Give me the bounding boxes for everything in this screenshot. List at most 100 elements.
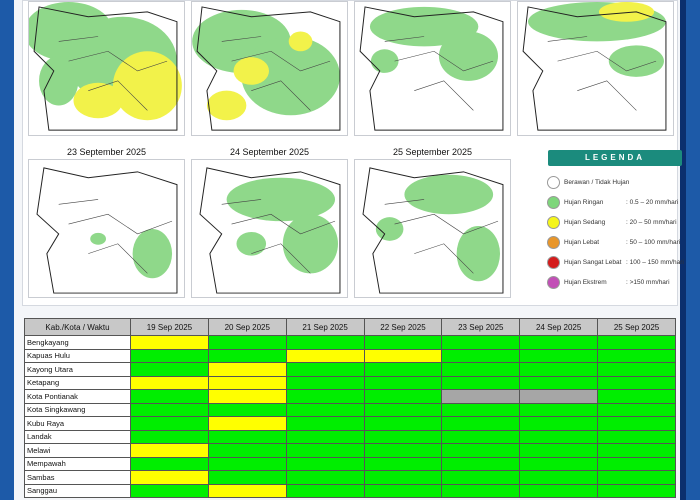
date-column-header: 25 Sep 2025 — [597, 318, 676, 336]
legend-title: LEGENDA — [548, 150, 682, 166]
forecast-status-cell — [597, 456, 676, 471]
region-name-cell: Melawi — [24, 443, 131, 458]
date-column-header: 23 Sep 2025 — [441, 318, 521, 336]
map-day-7-svg — [355, 160, 510, 297]
forecast-status-cell — [285, 335, 365, 350]
forecast-status-cell — [597, 483, 676, 498]
forecast-status-cell — [285, 483, 365, 498]
forecast-status-cell — [363, 456, 443, 471]
forecast-status-cell — [597, 389, 676, 404]
forecast-status-cell — [519, 335, 599, 350]
table-row: Sanggau — [24, 483, 676, 498]
forecast-status-cell — [519, 389, 599, 404]
forecast-status-cell — [441, 429, 521, 444]
forecast-status-cell — [597, 429, 676, 444]
region-name-cell: Ketapang — [24, 375, 131, 390]
table-row: Kayong Utara — [24, 362, 676, 377]
map-date-label: 24 September 2025 — [229, 147, 310, 157]
forecast-status-cell — [285, 348, 365, 363]
forecast-status-cell — [363, 335, 443, 350]
forecast-status-cell — [363, 348, 443, 363]
legend-item: Hujan Ekstrem: >150 mm/hari — [547, 276, 693, 290]
date-column-header: 21 Sep 2025 — [285, 318, 365, 336]
forecast-status-cell — [441, 402, 521, 417]
forecast-status-cell — [130, 416, 209, 431]
map-day-7 — [354, 159, 511, 298]
forecast-status-cell — [519, 443, 599, 458]
map-day-4 — [517, 1, 674, 136]
table-row: Sambas — [24, 470, 676, 485]
forecast-status-cell — [363, 402, 443, 417]
legend-swatch — [547, 276, 560, 289]
forecast-status-cell — [441, 362, 521, 377]
map-day-6 — [191, 159, 348, 298]
table-row: Landak — [24, 429, 676, 444]
legend-range: : 50 – 100 mm/hari — [626, 239, 681, 246]
forecast-status-cell — [130, 470, 209, 485]
forecast-status-cell — [130, 335, 209, 350]
map-day-5-svg — [29, 160, 184, 297]
forecast-status-cell — [285, 470, 365, 485]
legend-label: Berawan / Tidak Hujan — [564, 179, 630, 186]
table-row: Mempawah — [24, 456, 676, 471]
forecast-status-cell — [441, 456, 521, 471]
forecast-status-cell — [597, 348, 676, 363]
map-day-3 — [354, 1, 511, 136]
forecast-status-cell — [363, 416, 443, 431]
forecast-status-cell — [597, 362, 676, 377]
map-day-1-svg — [29, 2, 184, 135]
forecast-status-cell — [519, 456, 599, 471]
forecast-status-cell — [597, 416, 676, 431]
forecast-status-cell — [363, 429, 443, 444]
table-header-row: Kab./Kota / Waktu 19 Sep 2025 20 Sep 202… — [24, 318, 676, 336]
forecast-status-cell — [130, 402, 209, 417]
forecast-status-cell — [441, 483, 521, 498]
legend-swatch — [547, 256, 560, 269]
forecast-status-cell — [519, 483, 599, 498]
legend: LEGENDA Berawan / Tidak Hujan Hujan Ringa… — [543, 148, 693, 298]
forecast-status-cell — [207, 429, 287, 444]
forecast-status-cell — [519, 429, 599, 444]
forecast-status-cell — [285, 389, 365, 404]
forecast-status-cell — [363, 483, 443, 498]
region-name-cell: Kapuas Hulu — [24, 348, 131, 363]
legend-range: : >150 mm/hari — [626, 279, 670, 286]
forecast-status-cell — [130, 443, 209, 458]
forecast-status-cell — [130, 456, 209, 471]
right-decor-band — [686, 0, 700, 500]
legend-swatch — [547, 236, 560, 249]
legend-swatch — [547, 176, 560, 189]
right-decor-band-dark — [680, 0, 686, 500]
forecast-status-cell — [207, 402, 287, 417]
map-date-label: 25 September 2025 — [392, 147, 473, 157]
region-name-cell: Kubu Raya — [24, 416, 131, 431]
table-row: Kapuas Hulu — [24, 348, 676, 363]
map-day-3-svg — [355, 2, 510, 135]
table-row: Ketapang — [24, 375, 676, 390]
forecast-status-cell — [207, 348, 287, 363]
forecast-status-cell — [285, 416, 365, 431]
forecast-status-cell — [597, 375, 676, 390]
forecast-status-cell — [441, 389, 521, 404]
legend-item: Berawan / Tidak Hujan — [547, 176, 693, 190]
legend-item: Hujan Ringan: 0.5 – 20 mm/hari — [547, 196, 693, 210]
region-name-cell: Kota Pontianak — [24, 389, 131, 404]
forecast-status-cell — [130, 375, 209, 390]
forecast-status-cell — [363, 443, 443, 458]
map-day-2 — [191, 1, 348, 136]
forecast-status-cell — [130, 362, 209, 377]
forecast-status-cell — [285, 429, 365, 444]
forecast-status-cell — [597, 335, 676, 350]
region-name-cell: Landak — [24, 429, 131, 444]
forecast-status-cell — [130, 389, 209, 404]
forecast-status-cell — [207, 443, 287, 458]
forecast-status-cell — [519, 348, 599, 363]
date-column-header: 24 Sep 2025 — [519, 318, 599, 336]
legend-label: Hujan Lebat — [564, 239, 600, 246]
forecast-status-cell — [207, 416, 287, 431]
forecast-status-cell — [363, 362, 443, 377]
forecast-status-cell — [441, 335, 521, 350]
legend-item: Hujan Sangat Lebat: 100 – 150 mm/hari — [547, 256, 693, 270]
forecast-status-cell — [207, 483, 287, 498]
forecast-status-cell — [207, 362, 287, 377]
